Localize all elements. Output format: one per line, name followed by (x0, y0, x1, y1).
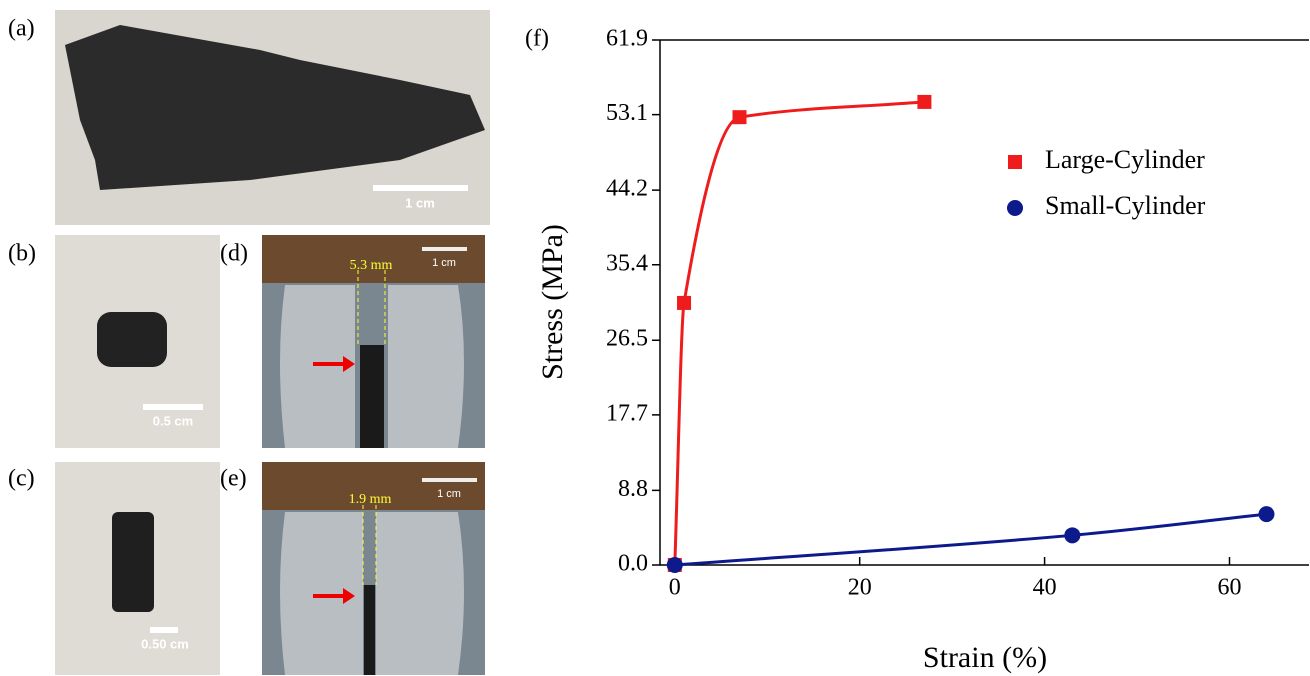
panel-label: (f) (525, 26, 549, 52)
point (1064, 527, 1080, 543)
y-axis-title: Stress (MPa) (536, 224, 569, 380)
legend-label: Small-Cylinder (1045, 191, 1206, 220)
scale-bar (150, 627, 178, 633)
y-tick-label: 44.2 (606, 176, 648, 202)
legend-marker (1008, 155, 1022, 169)
clamp (388, 285, 464, 448)
fit-line (675, 514, 1267, 565)
sample-b (97, 312, 167, 367)
scale-bar (373, 185, 468, 191)
scale-bar (422, 247, 467, 251)
scale-label: 1 cm (432, 257, 456, 269)
point (1258, 506, 1274, 522)
point (733, 110, 747, 124)
gap-label: 1.9 mm (349, 492, 392, 507)
gap-label: 5.3 mm (350, 258, 393, 273)
legend-label: Large-Cylinder (1045, 145, 1205, 174)
panel-label: (b) (8, 241, 36, 267)
point (917, 95, 931, 109)
panel-label: (d) (220, 241, 248, 267)
legend-marker (1007, 200, 1023, 216)
x-tick-label: 0 (669, 575, 681, 601)
sample-d (360, 345, 384, 448)
axes (660, 40, 1309, 565)
clamp (376, 512, 464, 675)
panel-label: (c) (8, 466, 35, 492)
y-tick-label: 35.4 (606, 250, 648, 276)
fit-line (675, 102, 925, 565)
scale-label: 0.50 cm (141, 636, 189, 651)
figure: 1 cm (a) 0.5 cm (b) 0.50 cm (c) 5.3 mm 1… (0, 0, 1310, 676)
point (667, 557, 683, 573)
panel-label: (e) (220, 466, 247, 492)
y-tick-label: 53.1 (606, 100, 648, 126)
y-tick-label: 17.7 (606, 400, 648, 426)
x-tick-label: 40 (1033, 575, 1057, 601)
sample-c (112, 512, 154, 612)
sample-e (364, 585, 375, 675)
y-tick-label: 26.5 (606, 326, 648, 352)
scale-bar (422, 478, 477, 482)
y-tick-label: 8.8 (618, 476, 648, 502)
point (677, 296, 691, 310)
scale-label: 0.5 cm (153, 413, 193, 428)
scale-label: 1 cm (405, 195, 435, 210)
y-tick-label: 0.0 (618, 551, 648, 577)
panel-label: (a) (8, 16, 35, 42)
scale-bar (143, 404, 203, 410)
y-tick-label: 61.9 (606, 26, 648, 52)
x-tick-label: 20 (848, 575, 872, 601)
x-tick-label: 60 (1217, 575, 1241, 601)
scale-label: 1 cm (437, 488, 461, 500)
x-axis-title: Strain (%) (923, 641, 1047, 674)
